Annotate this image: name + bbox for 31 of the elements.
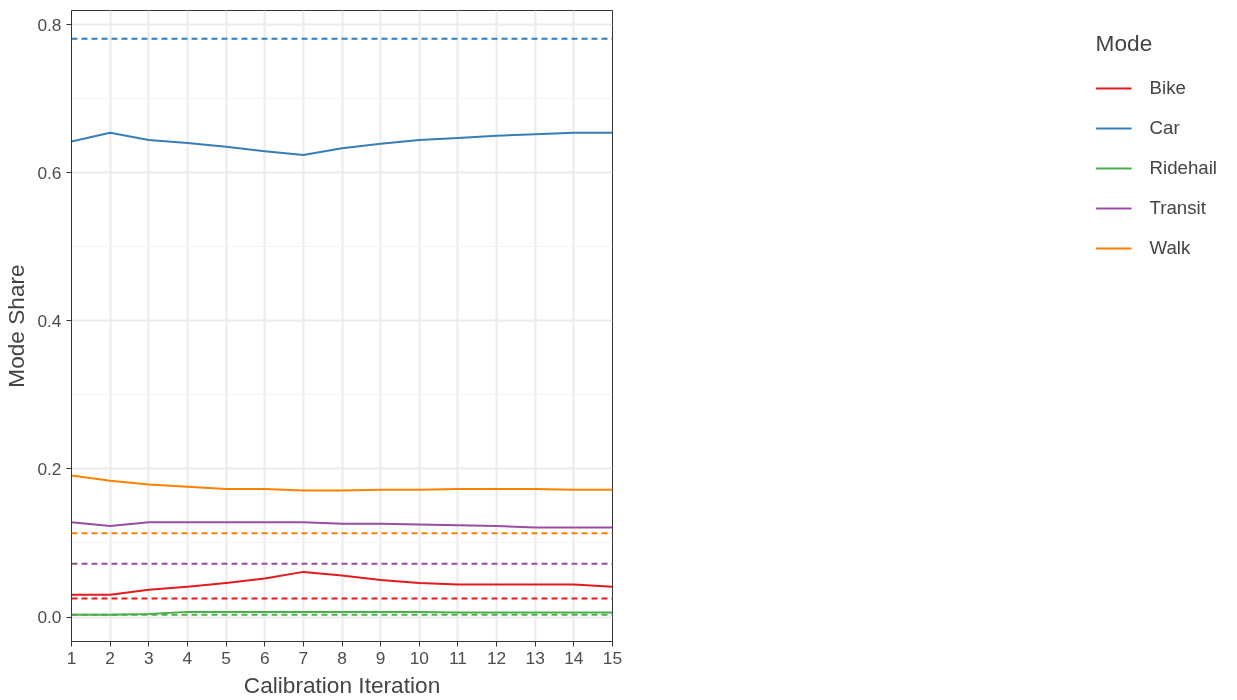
- x-tick-label: 6: [259, 647, 270, 668]
- legend-label: Ridehail: [1149, 157, 1217, 179]
- y-tick-label: 0.6: [37, 162, 62, 183]
- y-axis-title: Mode Share: [3, 264, 30, 388]
- x-tick-label: 15: [602, 647, 623, 668]
- x-tick-label: 9: [375, 647, 386, 668]
- x-tick-label: 10: [409, 647, 429, 668]
- legend-label: Car: [1149, 117, 1180, 139]
- x-tick-label: 8: [337, 647, 347, 668]
- y-tick-label: 0.2: [37, 458, 62, 479]
- x-tick-label: 12: [486, 647, 507, 668]
- line-series: [71, 131, 613, 156]
- x-tick-label: 14: [564, 647, 584, 668]
- legend-label: Walk: [1149, 237, 1191, 259]
- x-axis-title: Calibration Iteration: [243, 671, 441, 698]
- x-tick-label: 2: [105, 647, 115, 668]
- x-tick-label: 13: [525, 647, 545, 668]
- line-series: [71, 474, 613, 492]
- line-series: [71, 570, 613, 596]
- y-tick-label: 0.8: [37, 14, 62, 35]
- legend-title: Mode: [1095, 30, 1154, 57]
- x-tick-label: 7: [298, 647, 309, 668]
- x-tick-label: 1: [66, 647, 77, 668]
- x-tick-label: 3: [143, 647, 154, 668]
- y-tick-label: 0.4: [37, 310, 62, 331]
- legend-label: Transit: [1149, 197, 1206, 219]
- x-tick-label: 11: [448, 647, 467, 668]
- x-tick-label: 4: [182, 647, 193, 668]
- x-tick-label: 5: [221, 647, 231, 668]
- y-tick-label: 0.0: [37, 607, 62, 628]
- legend-label: Bike: [1149, 77, 1186, 99]
